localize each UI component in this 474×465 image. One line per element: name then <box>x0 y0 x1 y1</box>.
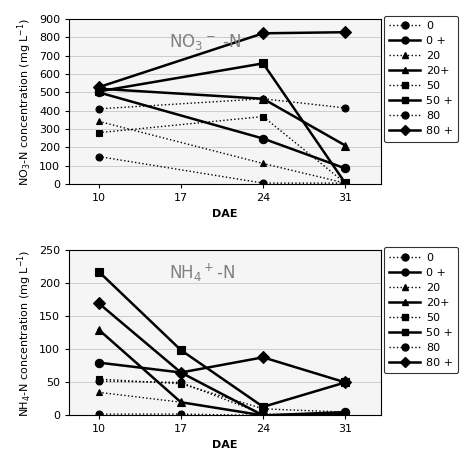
Text: NO$_3$$^-$ -N: NO$_3$$^-$ -N <box>169 32 242 52</box>
X-axis label: DAE: DAE <box>212 209 237 219</box>
Legend: 0, 0 +, 20, 20+, 50, 50 +, 80, 80 +: 0, 0 +, 20, 20+, 50, 50 +, 80, 80 + <box>383 247 458 373</box>
Y-axis label: NO$_3$-N concentration (mg L$^{-1}$): NO$_3$-N concentration (mg L$^{-1}$) <box>15 17 34 186</box>
Y-axis label: NH$_4$-N concentration (mg L$^{-1}$): NH$_4$-N concentration (mg L$^{-1}$) <box>15 249 34 417</box>
Text: NH$_4$$^+$-N: NH$_4$$^+$-N <box>169 261 235 284</box>
X-axis label: DAE: DAE <box>212 440 237 450</box>
Legend: 0, 0 +, 20, 20+, 50, 50 +, 80, 80 +: 0, 0 +, 20, 20+, 50, 50 +, 80, 80 + <box>383 16 458 142</box>
